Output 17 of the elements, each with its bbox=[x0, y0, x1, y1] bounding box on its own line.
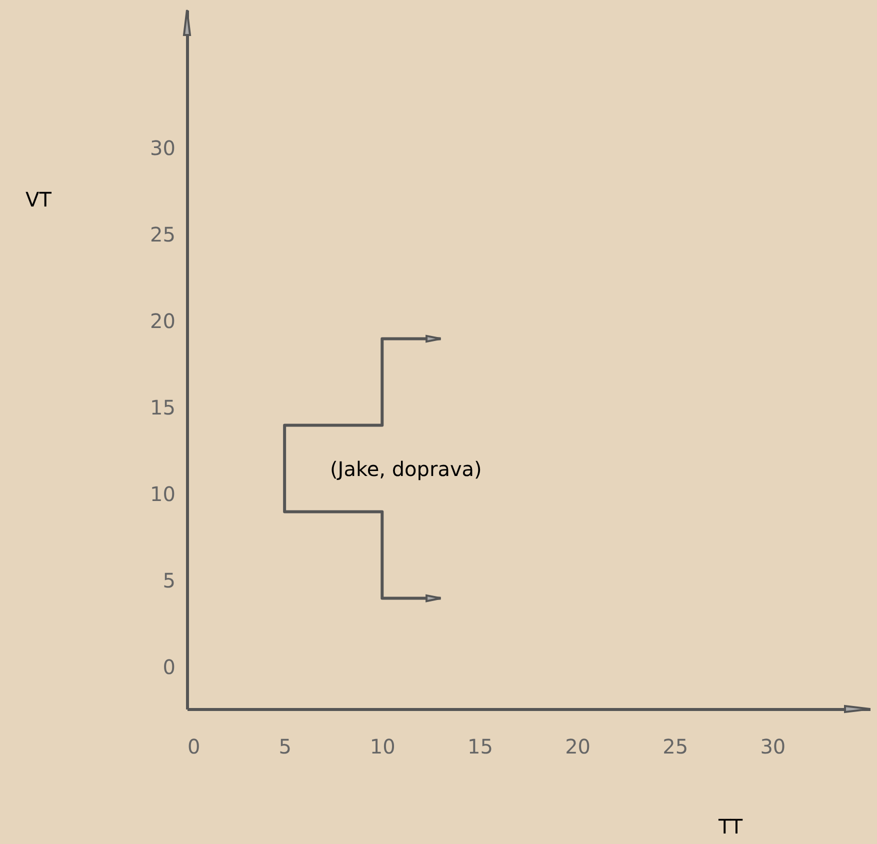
y-axis-title: VT bbox=[26, 188, 52, 212]
x-tick-label: 0 bbox=[188, 734, 200, 758]
y-tick-label: 20 bbox=[150, 308, 176, 333]
x-tick-label: 5 bbox=[278, 734, 292, 758]
x-tick-label: 25 bbox=[662, 734, 688, 758]
x-tick-label: 15 bbox=[467, 734, 493, 758]
annotation: (Jake, doprava) bbox=[330, 457, 482, 481]
x-tick-label: 30 bbox=[760, 734, 786, 758]
y-tick-label: 10 bbox=[150, 482, 176, 506]
y-tick-label: 5 bbox=[162, 568, 176, 592]
y-tick-label: 15 bbox=[150, 395, 176, 420]
x-tick-label: 10 bbox=[370, 734, 396, 758]
y-tick-label: 25 bbox=[150, 222, 176, 246]
x-axis-title: TT bbox=[717, 814, 744, 838]
x-tick-label: 20 bbox=[565, 734, 591, 758]
y-tick-label: 30 bbox=[150, 136, 176, 160]
y-tick-label: 0 bbox=[162, 654, 176, 679]
